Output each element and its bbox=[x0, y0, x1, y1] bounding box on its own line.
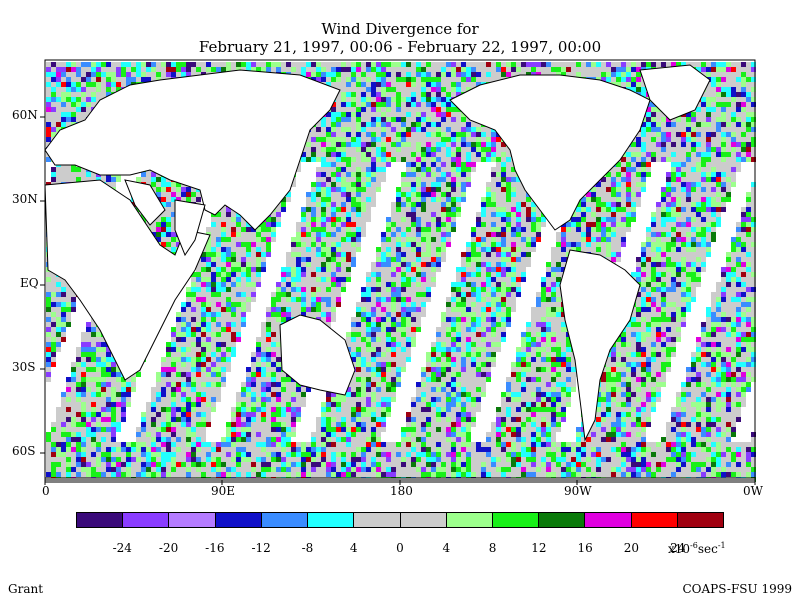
eurasia bbox=[44, 69, 341, 231]
land-masses bbox=[44, 64, 756, 483]
lat-label-30s: 30S bbox=[12, 360, 36, 374]
arabia bbox=[124, 179, 166, 226]
colorbar-swatch bbox=[353, 513, 400, 527]
colorbar-tick-label: 4 bbox=[442, 541, 451, 555]
colorbar-tick-label: 4 bbox=[349, 541, 358, 555]
north-america bbox=[449, 74, 651, 231]
colorbar-tick-label: 16 bbox=[577, 541, 593, 555]
colorbar-swatch bbox=[77, 513, 123, 527]
colorbar bbox=[76, 512, 724, 528]
africa bbox=[44, 179, 211, 381]
colorbar-tick-label: -8 bbox=[301, 541, 314, 555]
title-line-1: Wind Divergence for bbox=[321, 20, 479, 38]
colorbar-swatch bbox=[445, 513, 492, 527]
colorbar-tick-label: -12 bbox=[251, 541, 271, 555]
lat-label-60s: 60S bbox=[12, 444, 36, 458]
colorbar-swatch bbox=[676, 513, 724, 527]
footer-credit: COAPS-FSU 1999 bbox=[682, 582, 793, 596]
south-america bbox=[559, 249, 641, 442]
lat-label-30n: 30N bbox=[12, 192, 38, 206]
colorbar-swatch bbox=[214, 513, 261, 527]
colorbar-unit: x10-6sec-1 bbox=[668, 541, 726, 556]
footer-author: Grant bbox=[8, 582, 44, 596]
colorbar-tick-label: 20 bbox=[623, 541, 640, 555]
australia bbox=[279, 314, 356, 396]
lon-label-90e: 90E bbox=[211, 484, 236, 498]
colorbar-swatch bbox=[538, 513, 585, 527]
lon-label-0w: 0W bbox=[743, 484, 763, 498]
lat-label-60n: 60N bbox=[12, 108, 38, 122]
colorbar-swatch bbox=[260, 513, 308, 527]
title-line-2: February 21, 1997, 00:06 - February 22, … bbox=[198, 38, 602, 56]
colorbar-tick-label: 12 bbox=[531, 541, 547, 555]
colorbar-swatch bbox=[630, 513, 677, 527]
greenland bbox=[639, 64, 711, 121]
colorbar-tick-label: -24 bbox=[112, 541, 132, 555]
colorbar-swatch bbox=[168, 513, 215, 527]
lon-label-90w: 90W bbox=[564, 484, 592, 498]
colorbar-swatch bbox=[584, 513, 631, 527]
lat-label-eq: EQ bbox=[20, 276, 39, 290]
colorbar-tick-label: 8 bbox=[488, 541, 497, 555]
lon-label-180: 180 bbox=[390, 484, 413, 498]
colorbar-swatch bbox=[122, 513, 169, 527]
colorbar-tick-label: -16 bbox=[205, 541, 225, 555]
colorbar-swatch bbox=[307, 513, 354, 527]
colorbar-swatch bbox=[399, 513, 446, 527]
lon-label-0: 0 bbox=[42, 484, 50, 498]
colorbar-tick-label: 24 bbox=[670, 541, 686, 555]
colorbar-swatch bbox=[491, 513, 539, 527]
colorbar-tick-label: -20 bbox=[158, 541, 179, 555]
colorbar-tick-label: 0 bbox=[396, 541, 404, 555]
india bbox=[174, 199, 206, 257]
axis-ticks bbox=[40, 116, 756, 485]
